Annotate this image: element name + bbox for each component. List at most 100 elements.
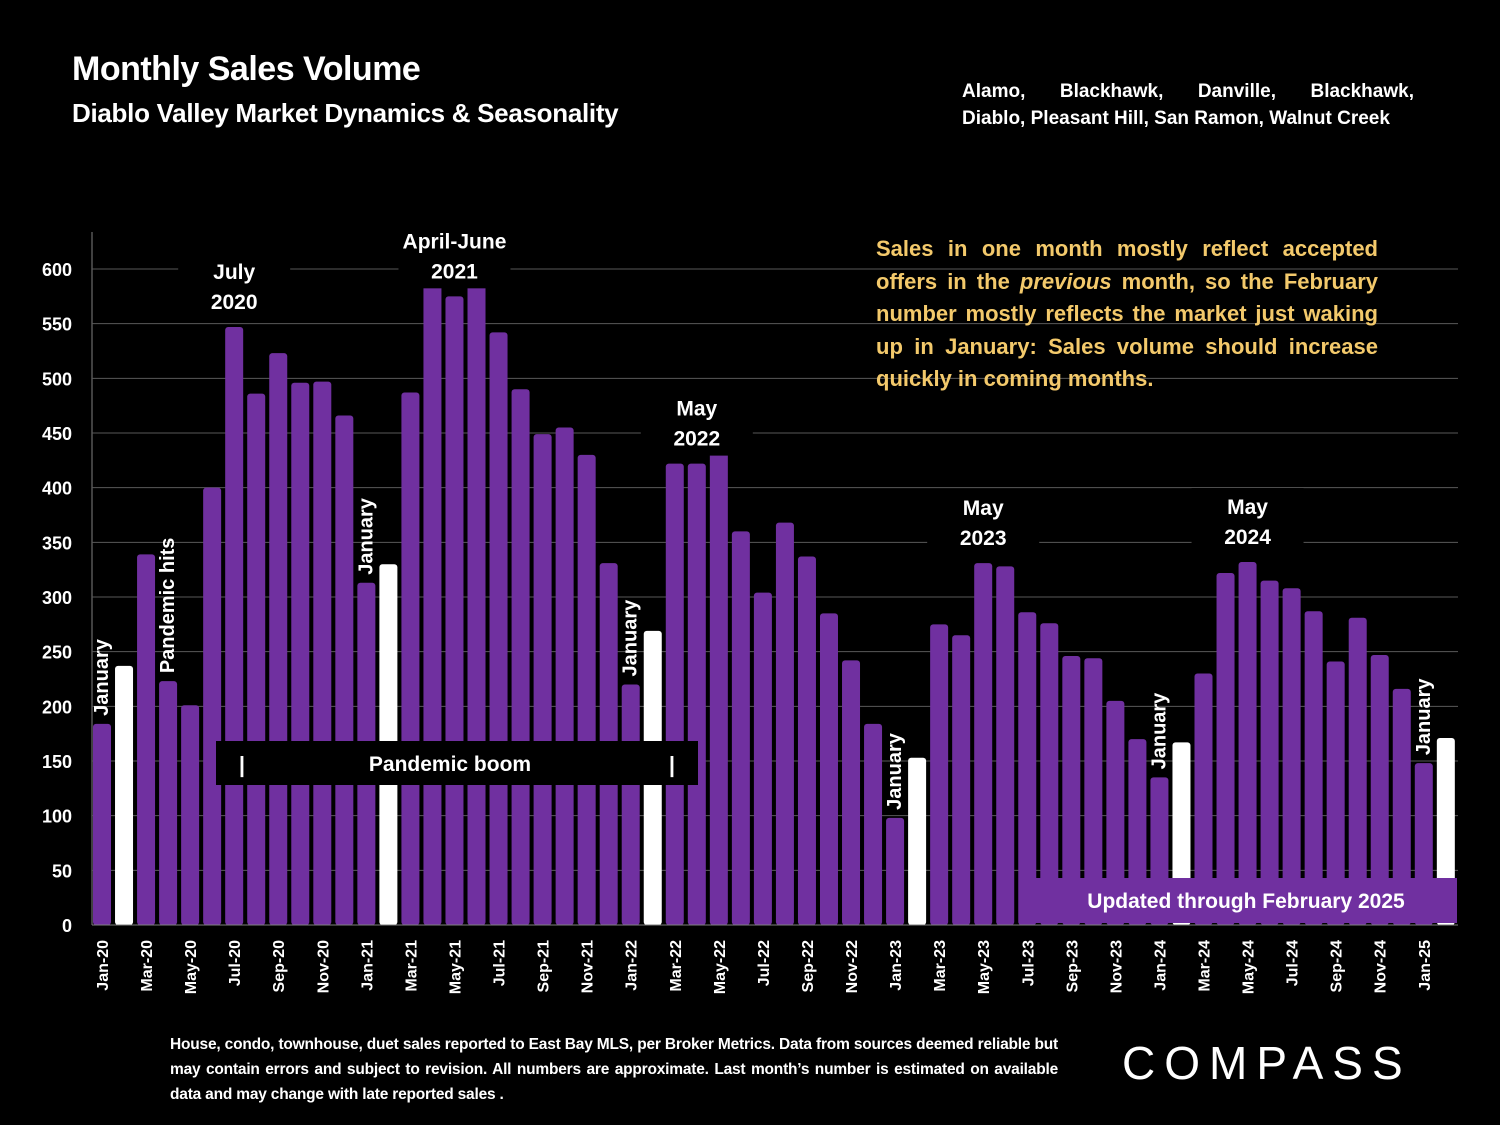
annotation-backing [640, 389, 753, 456]
bar [115, 665, 134, 925]
bar [137, 554, 156, 925]
bar [709, 435, 728, 925]
y-tick-label: 150 [42, 752, 72, 772]
x-tick-label: Nov-24 [1373, 940, 1390, 993]
x-tick-label: May-23 [976, 940, 993, 994]
area-name: Blackhawk, [1059, 81, 1164, 102]
x-tick-label: Mar-21 [403, 940, 420, 992]
annotation-label: January [355, 497, 377, 575]
area-name: Danville, [1197, 81, 1276, 102]
x-tick-label: Jul-24 [1285, 940, 1302, 986]
bar [908, 757, 927, 925]
bar [1260, 580, 1279, 925]
compass-logo: COMPASS [1122, 1037, 1412, 1089]
x-tick-label: May-21 [447, 940, 464, 994]
annotation-label: May [963, 497, 1004, 520]
annotation-label: January [884, 732, 906, 810]
x-tick-label: Jul-20 [227, 940, 244, 986]
note-text: Sales in one month mostly reflect accept… [876, 236, 1378, 294]
x-tick-label: Mar-24 [1197, 940, 1214, 992]
annotation-label: January [1148, 692, 1170, 770]
updated-badge [1020, 878, 1457, 923]
y-tick-label: 200 [42, 697, 72, 717]
x-tick-label: May-22 [712, 940, 729, 994]
x-tick-label: May-20 [183, 940, 200, 994]
bar [93, 723, 111, 925]
bar [1018, 612, 1037, 925]
bar [269, 353, 288, 926]
x-tick-label: Mar-23 [932, 940, 949, 992]
x-tick-label: Sep-21 [536, 940, 553, 993]
annotation-label: April-June [403, 230, 507, 253]
bar [1216, 572, 1235, 925]
bar [159, 681, 178, 925]
y-tick-label: 350 [42, 533, 72, 553]
x-tick-label: Jul-23 [1020, 940, 1037, 986]
bar [864, 723, 883, 925]
bar [687, 463, 706, 925]
bar [489, 332, 508, 925]
area-name: Blackhawk, [1310, 81, 1414, 102]
bar [775, 522, 794, 925]
source-footnote: House, condo, townhouse, duet sales repo… [170, 1036, 1058, 1103]
annotation-backing [398, 222, 511, 289]
x-tick-label: May-24 [1241, 940, 1258, 994]
bar [797, 556, 816, 925]
bar [886, 817, 905, 925]
bar [753, 592, 772, 925]
seasonality-note: Sales in one month mostly reflect accept… [876, 233, 1378, 396]
area-list: Alamo, Blackhawk, Danville, Blackhawk, D… [962, 78, 1414, 132]
y-tick-label: 600 [42, 260, 72, 280]
x-tick-label: Jan-25 [1417, 940, 1434, 991]
bar [974, 563, 993, 925]
annotation-label: January [1413, 678, 1435, 756]
bar [1304, 611, 1323, 925]
bar [1194, 673, 1213, 925]
bar [1084, 658, 1103, 925]
x-tick-label: Sep-23 [1064, 940, 1081, 993]
bar [1326, 661, 1345, 925]
y-tick-label: 300 [42, 588, 72, 608]
y-tick-label: 550 [42, 315, 72, 335]
bar [952, 635, 971, 925]
bar [1370, 654, 1389, 925]
y-tick-label: 250 [42, 643, 72, 663]
bar [819, 613, 838, 925]
annotation-backing [178, 252, 291, 319]
pandemic-boom-band [216, 741, 698, 785]
y-tick-label: 400 [42, 479, 72, 499]
annotation-label: May [1227, 496, 1268, 519]
annotation-label: 2023 [960, 527, 1007, 550]
band-end-marker: | [669, 752, 675, 777]
bar [423, 242, 442, 925]
x-tick-label: Nov-22 [844, 940, 861, 993]
chart-subtitle: Diablo Valley Market Dynamics & Seasonal… [72, 98, 619, 128]
annotation-label: May [676, 398, 717, 421]
x-tick-label: Jan-20 [95, 940, 112, 991]
bar [313, 381, 332, 925]
bar [1282, 588, 1301, 925]
bar [533, 434, 552, 925]
bar [511, 389, 530, 925]
area-list-line1: Alamo, Blackhawk, Danville, Blackhawk, [962, 78, 1414, 105]
bar [1062, 656, 1081, 925]
bar [291, 382, 310, 925]
x-tick-label: Sep-24 [1329, 940, 1346, 993]
x-tick-label: Jan-21 [359, 940, 376, 991]
bar [467, 247, 486, 926]
bar [555, 427, 574, 925]
bar [181, 705, 200, 925]
bar [665, 463, 684, 925]
x-tick-label: Jul-22 [756, 940, 773, 986]
annotation-label: Pandemic hits [157, 538, 179, 674]
x-tick-label: Nov-21 [580, 940, 597, 993]
annotation-label: 2024 [1224, 526, 1271, 549]
annotation-backing [1191, 488, 1304, 555]
y-tick-label: 50 [52, 861, 72, 881]
bar [1348, 617, 1367, 925]
bar [621, 684, 640, 925]
annotation-label: January [91, 638, 113, 716]
annotation-backing [927, 489, 1040, 556]
band-label: Pandemic boom [369, 753, 531, 776]
